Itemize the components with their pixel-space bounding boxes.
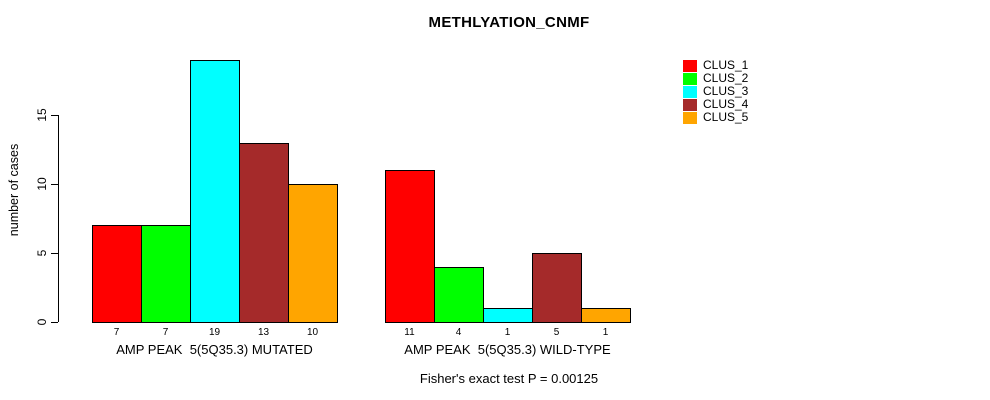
y-tick-mark — [51, 115, 58, 116]
bar-value-label: 19 — [208, 327, 221, 338]
legend-swatch-clus_2 — [683, 72, 697, 85]
legend-item: CLUS_2 — [683, 72, 748, 85]
bar-value-label: 7 — [162, 327, 169, 338]
bar-clus_2 — [434, 267, 484, 323]
bar-clus_2 — [141, 225, 191, 323]
bar-clus_4 — [239, 143, 289, 323]
fisher-test-annotation: Fisher's exact test P = 0.00125 — [419, 371, 599, 386]
legend-swatch-clus_3 — [683, 85, 697, 98]
y-axis-line — [58, 115, 59, 322]
legend-item: CLUS_5 — [683, 111, 748, 124]
legend-label: CLUS_4 — [703, 97, 749, 111]
group-label: AMP PEAK 5(5Q35.3) MUTATED — [116, 342, 313, 357]
y-tick-label: 0 — [35, 318, 49, 326]
legend-label: CLUS_3 — [703, 84, 749, 98]
legend-swatch-clus_1 — [683, 59, 697, 72]
bar-value-label: 1 — [602, 327, 609, 338]
legend-item: CLUS_4 — [683, 98, 748, 111]
y-tick-label: 10 — [35, 177, 49, 191]
bar-clus_3 — [190, 60, 240, 323]
legend-label: CLUS_5 — [703, 110, 749, 124]
y-tick-mark — [51, 253, 58, 254]
y-tick-mark — [51, 184, 58, 185]
bar-value-label: 10 — [306, 327, 319, 338]
legend-item: CLUS_3 — [683, 85, 748, 98]
bar-value-label: 1 — [504, 327, 511, 338]
group-label: AMP PEAK 5(5Q35.3) WILD-TYPE — [404, 342, 611, 357]
legend-swatch-clus_5 — [683, 111, 697, 124]
y-tick-label: 15 — [35, 108, 49, 122]
bar-clus_4 — [532, 253, 582, 323]
legend-label: CLUS_2 — [703, 71, 749, 85]
legend-label: CLUS_1 — [703, 58, 749, 72]
chart-title: METHLYATION_CNMF — [428, 14, 590, 31]
bar-clus_1 — [385, 170, 435, 323]
y-tick-label: 5 — [35, 249, 49, 257]
y-tick-mark — [51, 322, 58, 323]
bar-value-label: 13 — [257, 327, 270, 338]
bar-clus_1 — [92, 225, 142, 323]
bar-value-label: 4 — [455, 327, 462, 338]
bar-clus_5 — [288, 184, 338, 323]
bar-value-label: 11 — [404, 327, 415, 338]
y-axis-title: number of cases — [7, 143, 21, 237]
bar-clus_3 — [483, 308, 533, 323]
legend-swatch-clus_4 — [683, 98, 697, 111]
legend-item: CLUS_1 — [683, 59, 748, 72]
bar-value-label: 5 — [553, 327, 560, 338]
bar-value-label: 7 — [113, 327, 120, 338]
bar-clus_5 — [581, 308, 631, 323]
legend: CLUS_1 CLUS_2 CLUS_3 CLUS_4 CLUS_5 — [683, 59, 748, 124]
